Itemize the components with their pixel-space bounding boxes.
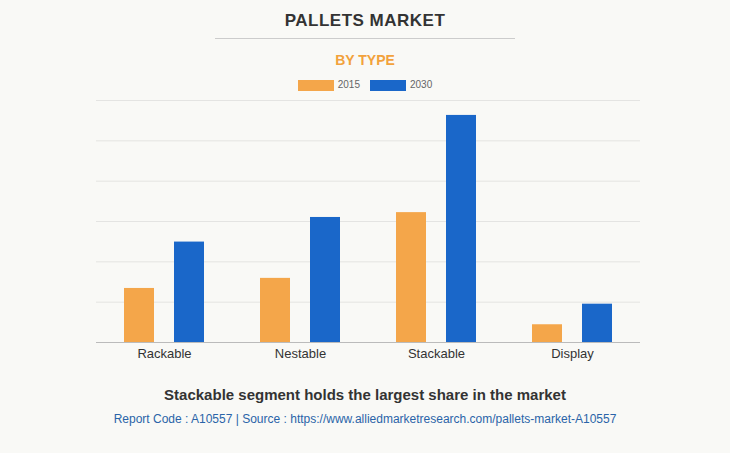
- svg-text:Display: Display: [551, 346, 594, 361]
- html-text:BY TYPE: BY TYPE: [335, 52, 395, 68]
- svg-text:Stackable: Stackable: [408, 346, 465, 361]
- svg-text:Rackable: Rackable: [137, 346, 191, 361]
- html-text:PALLETS MARKET: PALLETS MARKET: [284, 11, 446, 30]
- html-text:Stackable segment holds the la: Stackable segment holds the largest shar…: [164, 386, 566, 403]
- html-text:2015: 2015: [337, 79, 360, 91]
- html-text:2030: 2030: [410, 79, 433, 91]
- svg-text:Nestable: Nestable: [275, 346, 326, 361]
- html-text:Report Code : A10557 | Source: Report Code : A10557 | Source : https://…: [113, 412, 617, 426]
